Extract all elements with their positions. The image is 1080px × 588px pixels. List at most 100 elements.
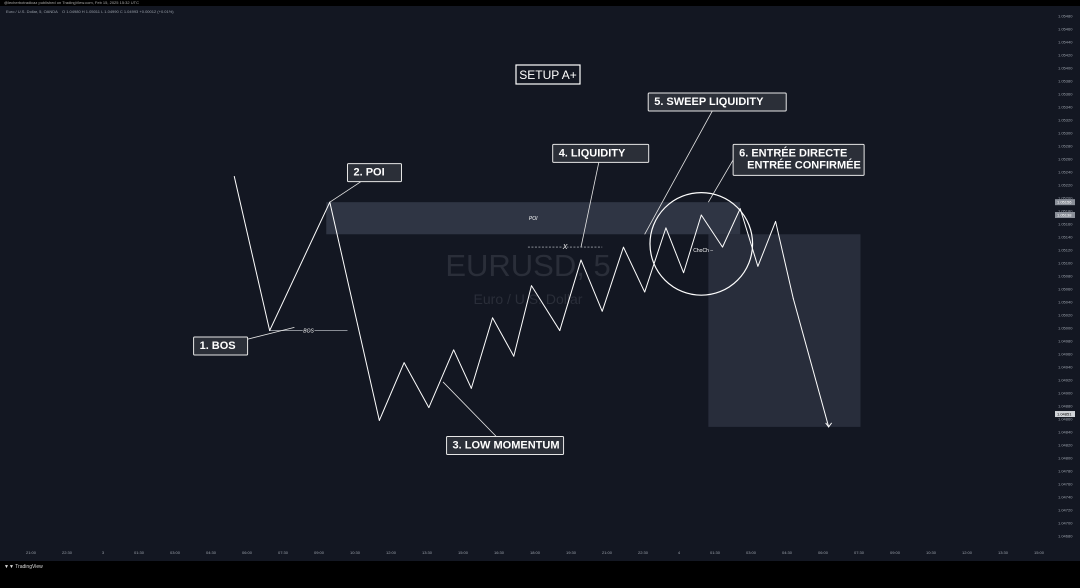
annotation-label: 6. ENTRÉE DIRECTE — [739, 146, 847, 159]
price-point — [233, 175, 235, 177]
annotation-label: ENTRÉE CONFIRMÉE — [747, 158, 861, 171]
price-line-segment — [428, 349, 455, 408]
x-tick-label: 21:00 — [602, 550, 613, 555]
annotation-connector — [708, 159, 734, 203]
price-line-segment — [403, 362, 430, 408]
price-line-layer — [233, 175, 833, 428]
publisher-text: @lecherbotradicaz published on TradingVi… — [4, 0, 139, 5]
price-line-segment — [233, 176, 271, 331]
x-tick-label: 09:00 — [314, 550, 325, 555]
y-tick-label: 1.04920 — [1058, 378, 1073, 383]
x-tick-label: 13:30 — [998, 550, 1009, 555]
x-tick-label: 18:00 — [530, 550, 541, 555]
footer-brand: TradingView — [15, 564, 43, 570]
price-line-segment — [329, 202, 380, 421]
chart-title-frame — [515, 64, 581, 85]
price-line-segment — [601, 246, 624, 312]
y-tick-label: 1.04880 — [1058, 404, 1073, 409]
zones-layer: POI — [326, 202, 861, 427]
price-point — [722, 246, 724, 248]
price-chart[interactable]: Euro / U.S. Dollar, 5, OANDA O 1.04980 H… — [0, 6, 1080, 561]
y-tick-label: 1.04680 — [1058, 534, 1073, 539]
price-line-segment — [513, 285, 532, 357]
price-line-segment — [580, 259, 603, 312]
publisher-bar: @lecherbotradicaz published on TradingVi… — [0, 0, 1080, 6]
y-tick-label: 1.04900 — [1058, 391, 1073, 396]
price-line-segment — [739, 208, 759, 267]
price-line-segment — [378, 362, 405, 421]
watermark-symbol: EURUSD, 5 — [445, 248, 610, 283]
choch-circle-layer: ChoCh – — [649, 192, 754, 296]
y-tick-label: 1.05140 — [1058, 235, 1073, 240]
x-tick-label: 3 — [102, 550, 105, 555]
annotation-box — [732, 143, 865, 176]
price-point — [530, 285, 532, 287]
y-tick-label: 1.05220 — [1058, 183, 1073, 188]
y-tick-label: 1.05360 — [1058, 92, 1073, 97]
x-tick-label: 19:30 — [566, 550, 577, 555]
price-point — [700, 214, 702, 216]
y-tick-label: 1.05020 — [1058, 313, 1073, 318]
price-point — [269, 330, 271, 332]
x-tick-label: 12:00 — [386, 550, 397, 555]
annotation-label: 4. LIQUIDITY — [559, 147, 626, 159]
footer-bar: ▼▼ TradingView — [0, 561, 1080, 588]
x-tick-label: 15:00 — [1034, 550, 1045, 555]
annotation-label: 1. BOS — [200, 340, 236, 352]
y-tick-label: 1.04800 — [1058, 456, 1073, 461]
y-tick-label: 1.04700 — [1058, 521, 1073, 526]
x-tick-label: 16:30 — [494, 550, 505, 555]
x-tick-label: 09:00 — [890, 550, 901, 555]
y-tick-label: 1.04760 — [1058, 482, 1073, 487]
annotation-box — [346, 163, 402, 183]
annotation-box — [446, 435, 565, 455]
price-point — [580, 259, 582, 261]
y-tick-label: 1.04840 — [1058, 430, 1073, 435]
annotation-connector — [442, 381, 506, 446]
x-tick-label: 04:30 — [782, 550, 793, 555]
y-tick-label: 1.05340 — [1058, 105, 1073, 110]
poi-zone-label: POI — [529, 216, 538, 222]
liquidity-level-label: X — [562, 244, 568, 251]
y-tick-label: 1.05040 — [1058, 300, 1073, 305]
price-tag-label: 1.05138 — [1057, 213, 1072, 218]
price-point — [601, 310, 603, 312]
price-line-segment — [792, 298, 830, 427]
y-tick-label: 1.05440 — [1058, 40, 1073, 45]
price-point — [792, 297, 794, 299]
price-point — [470, 387, 472, 389]
y-tick-label: 1.04860 — [1058, 417, 1073, 422]
y-tick-label: 1.05200 — [1058, 196, 1073, 201]
y-tick-label: 1.05240 — [1058, 170, 1073, 175]
annotation-label: 5. SWEEP LIQUIDITY — [654, 96, 764, 108]
price-line-segment — [683, 214, 702, 273]
annotation-connector — [580, 153, 602, 248]
price-line-segment — [644, 227, 667, 293]
time-axis[interactable]: 21:00 22:30 3 01:30 03:00 04:30 06:00 07:30 09:0… — [26, 550, 1045, 555]
x-tick-label: 06:00 — [818, 550, 829, 555]
x-tick-label: 21:00 — [26, 550, 37, 555]
price-tag-box — [1055, 212, 1075, 219]
price-tag-label: 1.04851 — [1057, 412, 1072, 417]
annotations-layer: 1. BOS 2. POI 3. LOW MOMENTUM 4. LIQUIDITY 5… — [193, 92, 865, 455]
x-tick-label: 22:30 — [638, 550, 649, 555]
y-tick-label: 1.04960 — [1058, 352, 1073, 357]
price-axis[interactable]: 1.05480 1.05460 1.05440 1.05420 1.05400 1.053… — [1055, 14, 1075, 539]
y-tick-label: 1.05420 — [1058, 53, 1073, 58]
price-point — [644, 291, 646, 293]
poi-zone — [326, 202, 741, 235]
y-tick-label: 1.04980 — [1058, 339, 1073, 344]
x-tick-label: 06:00 — [242, 550, 253, 555]
x-tick-label: 04:30 — [206, 550, 217, 555]
price-point — [757, 265, 759, 267]
price-line-segment — [775, 221, 794, 299]
y-tick-label: 1.04820 — [1058, 443, 1073, 448]
price-point — [622, 246, 624, 248]
y-tick-label: 1.05060 — [1058, 287, 1073, 292]
x-tick-label: 03:00 — [170, 550, 181, 555]
y-tick-label: 1.04740 — [1058, 495, 1073, 500]
price-tag-box — [1055, 411, 1075, 418]
price-point — [378, 419, 380, 421]
x-tick-label: 01:30 — [134, 550, 145, 555]
y-tick-label: 1.05160 — [1058, 222, 1073, 227]
